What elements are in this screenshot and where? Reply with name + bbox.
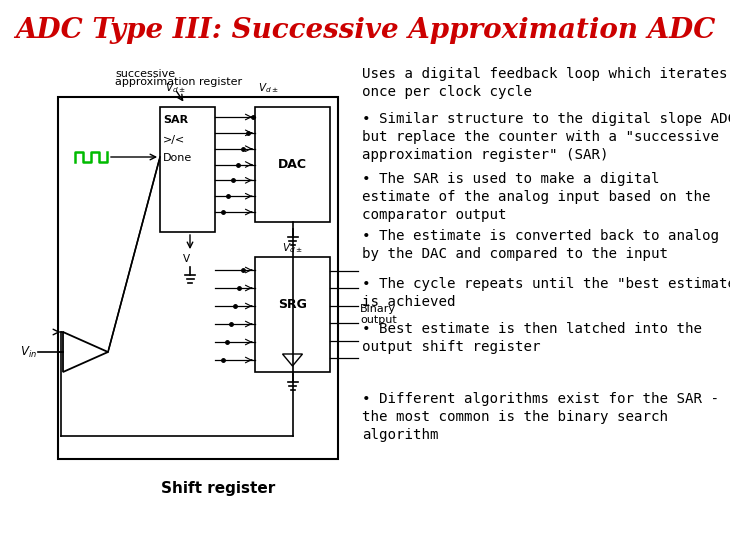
Text: • The estimate is converted back to analog
by the DAC and compared to the input: • The estimate is converted back to anal… (362, 229, 719, 261)
Text: • Different algorithms exist for the SAR -
the most common is the binary search
: • Different algorithms exist for the SAR… (362, 392, 719, 441)
Text: SAR: SAR (163, 115, 188, 125)
Text: • Similar structure to the digital slope ADC,
but replace the counter with a "su: • Similar structure to the digital slope… (362, 112, 730, 162)
Text: V: V (183, 254, 190, 264)
Bar (58, 97, 338, 459)
Text: $V_{d\pm}$: $V_{d\pm}$ (258, 81, 278, 95)
Bar (255, 107, 330, 222)
Text: • Best estimate is then latched into the
output shift register: • Best estimate is then latched into the… (362, 322, 702, 354)
Text: Uses a digital feedback loop which iterates
once per clock cycle: Uses a digital feedback loop which itera… (362, 67, 728, 99)
Text: SRG: SRG (278, 298, 307, 311)
Text: $V_{d\pm}$: $V_{d\pm}$ (283, 241, 303, 255)
Text: DAC: DAC (278, 158, 307, 171)
Text: ADC Type III: Successive Approximation ADC: ADC Type III: Successive Approximation A… (15, 17, 715, 44)
Text: approximation register: approximation register (115, 77, 242, 87)
Text: Binary
output: Binary output (360, 304, 396, 325)
Text: >/<: >/< (163, 135, 185, 145)
Text: Done: Done (163, 153, 192, 163)
Text: • The SAR is used to make a digital
estimate of the analog input based on the
co: • The SAR is used to make a digital esti… (362, 172, 710, 222)
Text: $V_{in}$: $V_{in}$ (20, 345, 37, 359)
Bar (255, 257, 330, 372)
Text: • The cycle repeats until the "best estimate
is achieved: • The cycle repeats until the "best esti… (362, 277, 730, 309)
Text: $V_{d\pm}$: $V_{d\pm}$ (165, 81, 185, 95)
Text: Shift register: Shift register (161, 481, 275, 496)
Text: successive: successive (115, 69, 175, 79)
Bar (160, 107, 215, 232)
